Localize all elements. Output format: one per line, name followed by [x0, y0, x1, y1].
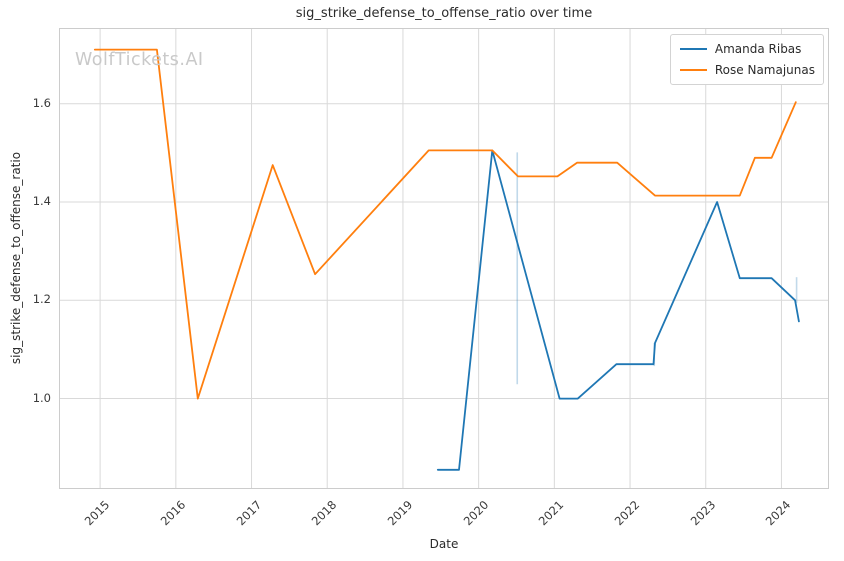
x-axis-label: Date: [429, 537, 459, 551]
watermark: WolfTickets.AI: [75, 50, 204, 70]
legend-line-sample-blue: [679, 48, 707, 50]
series-line-rose-namajunas: [93, 48, 797, 400]
series-line-amanda-ribas: [436, 149, 800, 471]
legend-item-rose-namajunas: Rose Namajunas: [679, 61, 815, 79]
plot-canvas: [60, 29, 828, 488]
plot-area: Amanda Ribas Rose Namajunas: [59, 28, 829, 489]
legend-line-sample-orange: [679, 69, 707, 71]
y-tick-label: 1.4: [32, 193, 51, 208]
y-tick-label: 1.2: [32, 292, 51, 307]
legend-label: Rose Namajunas: [714, 63, 815, 77]
chart-title: sig_strike_defense_to_offense_ratio over…: [295, 6, 593, 21]
legend-label: Amanda Ribas: [714, 42, 802, 56]
legend: Amanda Ribas Rose Namajunas: [669, 34, 824, 85]
legend-item-amanda-ribas: Amanda Ribas: [679, 40, 815, 58]
y-tick-label: 1.6: [32, 95, 51, 110]
y-tick-label: 1.0: [32, 390, 51, 405]
